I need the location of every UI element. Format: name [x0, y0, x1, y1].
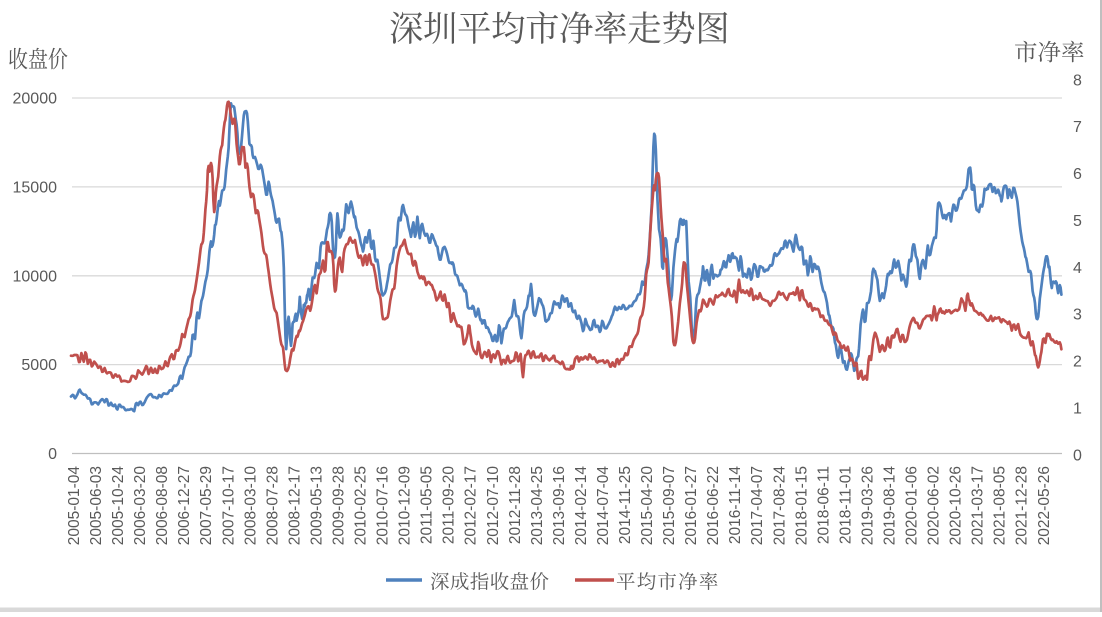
- svg-text:2009-09-28: 2009-09-28: [330, 466, 347, 545]
- svg-text:2019-03-26: 2019-03-26: [859, 466, 876, 545]
- svg-text:2008-07-28: 2008-07-28: [264, 466, 281, 545]
- svg-text:2005-01-04: 2005-01-04: [66, 466, 83, 546]
- svg-text:2018-01-15: 2018-01-15: [793, 466, 810, 545]
- svg-text:6: 6: [1073, 166, 1082, 183]
- svg-text:2019-08-14: 2019-08-14: [881, 466, 898, 546]
- svg-text:2018-06-11: 2018-06-11: [815, 466, 832, 544]
- svg-text:2008-12-17: 2008-12-17: [286, 466, 303, 545]
- svg-text:2020-01-06: 2020-01-06: [903, 466, 920, 545]
- svg-text:2008-03-10: 2008-03-10: [242, 466, 259, 546]
- svg-text:2018-11-01: 2018-11-01: [837, 466, 854, 544]
- svg-text:20000: 20000: [13, 91, 58, 108]
- svg-text:2021-08-05: 2021-08-05: [992, 466, 1009, 545]
- svg-text:2014-11-25: 2014-11-25: [617, 466, 634, 544]
- svg-text:2020-06-02: 2020-06-02: [926, 466, 943, 545]
- svg-text:2010-02-25: 2010-02-25: [352, 466, 369, 545]
- svg-text:2021-12-28: 2021-12-28: [1014, 466, 1031, 545]
- svg-text:2011-05-05: 2011-05-05: [419, 466, 436, 544]
- svg-text:1: 1: [1073, 401, 1082, 418]
- svg-text:2016-06-22: 2016-06-22: [705, 466, 722, 545]
- svg-text:2006-12-27: 2006-12-27: [176, 466, 193, 545]
- svg-text:10000: 10000: [13, 268, 58, 285]
- svg-text:7: 7: [1073, 119, 1082, 136]
- svg-text:2020-10-26: 2020-10-26: [948, 466, 965, 545]
- svg-text:8: 8: [1073, 72, 1082, 89]
- svg-text:2015-04-20: 2015-04-20: [639, 466, 656, 546]
- svg-text:3: 3: [1073, 307, 1082, 324]
- svg-text:2022-05-26: 2022-05-26: [1036, 466, 1053, 545]
- svg-text:5000: 5000: [21, 357, 57, 374]
- svg-text:2012-11-28: 2012-11-28: [507, 466, 524, 544]
- svg-text:2010-07-16: 2010-07-16: [375, 466, 392, 545]
- svg-text:2007-10-17: 2007-10-17: [220, 466, 237, 545]
- svg-text:2010-12-09: 2010-12-09: [397, 466, 414, 545]
- svg-text:4: 4: [1073, 260, 1082, 277]
- svg-text:15000: 15000: [13, 179, 58, 196]
- svg-text:2: 2: [1073, 354, 1082, 371]
- svg-text:2005-06-03: 2005-06-03: [88, 466, 105, 545]
- svg-text:2017-04-07: 2017-04-07: [749, 466, 766, 545]
- svg-text:2006-03-20: 2006-03-20: [132, 466, 149, 546]
- svg-text:2012-07-10: 2012-07-10: [485, 466, 502, 546]
- svg-text:2014-02-14: 2014-02-14: [573, 466, 590, 546]
- svg-text:2016-01-27: 2016-01-27: [683, 466, 700, 545]
- svg-text:2016-11-14: 2016-11-14: [727, 466, 744, 545]
- svg-text:2012-02-17: 2012-02-17: [463, 466, 480, 545]
- svg-text:0: 0: [48, 446, 57, 463]
- svg-text:2015-09-07: 2015-09-07: [661, 466, 678, 545]
- svg-text:2006-08-08: 2006-08-08: [154, 466, 171, 545]
- svg-text:2005-10-24: 2005-10-24: [110, 466, 127, 546]
- svg-text:2013-04-25: 2013-04-25: [529, 466, 546, 545]
- svg-text:2007-05-29: 2007-05-29: [198, 466, 215, 545]
- svg-text:5: 5: [1073, 213, 1082, 230]
- svg-text:2011-09-20: 2011-09-20: [441, 466, 458, 545]
- svg-text:0: 0: [1073, 447, 1082, 464]
- svg-text:2013-09-16: 2013-09-16: [551, 466, 568, 545]
- svg-text:2014-07-04: 2014-07-04: [595, 466, 612, 546]
- svg-text:2021-03-17: 2021-03-17: [970, 466, 987, 545]
- svg-text:2009-05-13: 2009-05-13: [308, 466, 325, 545]
- svg-text:2017-08-24: 2017-08-24: [771, 466, 788, 546]
